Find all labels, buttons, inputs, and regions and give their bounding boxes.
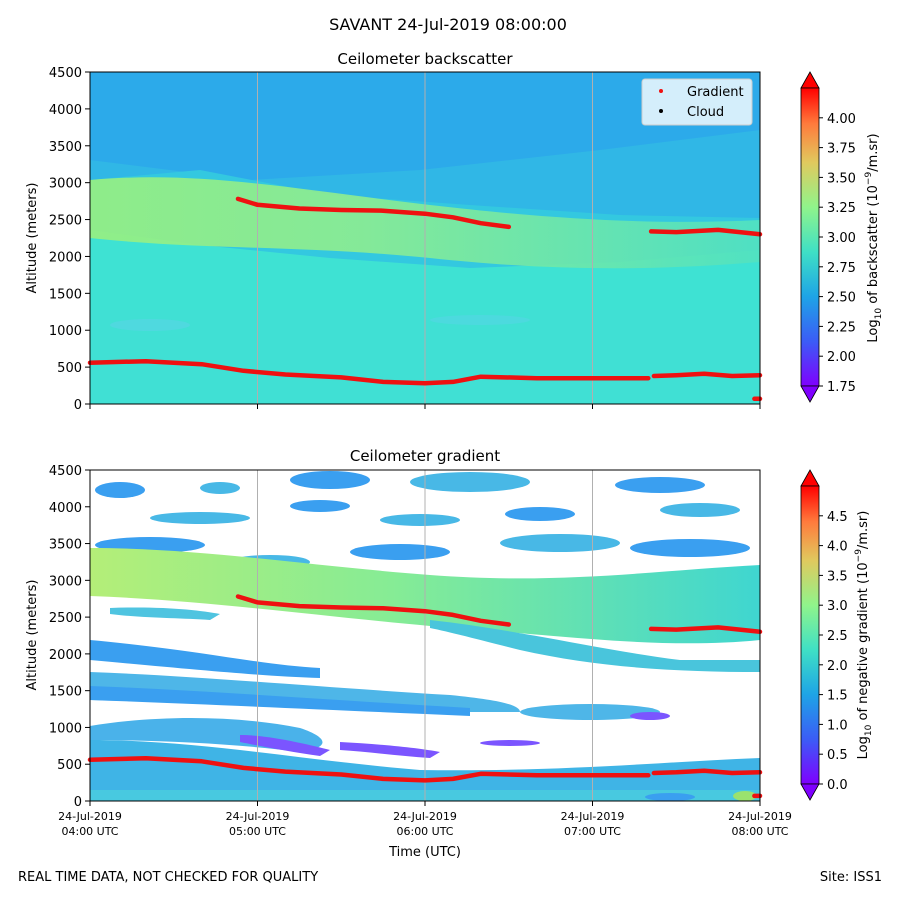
backscatter-colorbar-tick-label: 4.00: [827, 112, 856, 127]
gradient-colorbar-tick-label: 0.0: [827, 778, 848, 793]
backscatter-ytick-label: 0: [74, 398, 82, 413]
backscatter-ylabel: Altitude (meters): [25, 183, 40, 294]
gradient-xtick-label-date: 24-Jul-2019: [393, 810, 457, 823]
legend-gradient-label: Gradient: [687, 85, 744, 100]
backscatter-colorbar-ticks: 1.75 2.00 2.25 2.50 2.75 3.00 3.25 3.50 3.75 4.00: [819, 112, 856, 395]
backscatter-colorbar-tick-label: 3.50: [827, 171, 856, 186]
gradient-xlabel: Time (UTC): [388, 845, 461, 860]
backscatter-panel: Ceilometer backscatter 0 500 1000 1500 2000 2…: [25, 50, 884, 413]
gradient-panel: Ceilometer gradient: [25, 447, 874, 860]
footer-disclaimer: REAL TIME DATA, NOT CHECKED FOR QUALITY: [18, 870, 319, 885]
gradient-colorbar-tick-label: 3.5: [827, 569, 848, 584]
backscatter-ytick-label: 2000: [49, 250, 82, 265]
gradient-ytick-label: 2000: [49, 648, 82, 663]
gradient-xtick-label-time: 08:00 UTC: [731, 825, 788, 838]
backscatter-xgrid: [257, 72, 593, 404]
backscatter-colorbar: 1.75 2.00 2.25 2.50 2.75 3.00 3.25 3.50 3.75 4.00…: [800, 71, 884, 403]
gradient-colorbar-tick-label: 4.0: [827, 540, 848, 555]
footer-site: Site: ISS1: [819, 870, 882, 885]
figure-title: SAVANT 24-Jul-2019 08:00:00: [329, 15, 567, 34]
gradient-xtick-label-time: 04:00 UTC: [61, 825, 118, 838]
gradient-colorbar-tick-label: 3.0: [827, 599, 848, 614]
gradient-xtick-label-date: 24-Jul-2019: [728, 810, 792, 823]
backscatter-y-axis: 0 500 1000 1500 2000 2500 3000 3500 4000 4500: [49, 66, 90, 413]
gradient-xtick-label-time: 05:00 UTC: [229, 825, 286, 838]
gradient-xtick-label-date: 24-Jul-2019: [58, 810, 122, 823]
backscatter-ytick-label: 4500: [49, 66, 82, 81]
gradient-x-axis: 24-Jul-2019 04:00 UTC 24-Jul-2019 05:00 UTC…: [58, 801, 792, 838]
gradient-gradient-line: [235, 594, 512, 627]
backscatter-colorbar-tick-label: 2.25: [827, 320, 856, 335]
backscatter-colorbar-tick-label: 3.25: [827, 201, 856, 216]
backscatter-x-axis: [89, 404, 761, 409]
gradient-ytick-label: 2500: [49, 611, 82, 626]
gradient-xtick-label-time: 07:00 UTC: [564, 825, 621, 838]
backscatter-ytick-label: 2500: [49, 214, 82, 229]
gradient-xtick-label-time: 06:00 UTC: [396, 825, 453, 838]
backscatter-ytick-label: 3500: [49, 140, 82, 155]
gradient-gradient-line: [87, 756, 651, 783]
legend-cloud-marker: [659, 109, 663, 113]
gradient-colorbar: 0.0 0.5 1.0 1.5 2.0 2.5 3.0 3.5 4.0 4.5 Log10 of …: [800, 469, 874, 801]
backscatter-gradient-line: [648, 227, 763, 237]
gradient-ylabel: Altitude (meters): [25, 580, 40, 691]
gradient-colorbar-label: Log10 of negative gradient (10−9/m.sr): [854, 511, 874, 760]
backscatter-ytick-label: 3000: [49, 177, 82, 192]
legend-gradient-marker: [659, 89, 663, 93]
gradient-colorbar-tick-label: 1.5: [827, 689, 848, 704]
legend-cloud-label: Cloud: [687, 105, 724, 120]
gradient-colorbar-ticks: 0.0 0.5 1.0 1.5 2.0 2.5 3.0 3.5 4.0 4.5: [819, 510, 848, 793]
backscatter-gradient-line: [235, 196, 512, 230]
backscatter-colorbar-tick-label: 3.75: [827, 142, 856, 157]
backscatter-ytick-label: 1500: [49, 287, 82, 302]
legend: Gradient Cloud: [641, 78, 753, 126]
backscatter-gradient-line: [87, 358, 651, 386]
gradient-gradient-line: [648, 625, 763, 635]
gradient-ytick-label: 4500: [49, 464, 82, 479]
backscatter-colorbar-tick-label: 1.75: [827, 380, 856, 395]
backscatter-ytick-label: 1000: [49, 324, 82, 339]
gradient-ytick-label: 1500: [49, 685, 82, 700]
gradient-ytick-label: 4000: [49, 501, 82, 516]
gradient-colorbar-tick-label: 4.5: [827, 510, 848, 525]
backscatter-colorbar-tick-label: 2.50: [827, 291, 856, 306]
gradient-xtick-label-date: 24-Jul-2019: [226, 810, 290, 823]
gradient-title: Ceilometer gradient: [350, 447, 500, 465]
gradient-ytick-label: 1000: [49, 721, 82, 736]
gradient-colorbar-tick-label: 0.5: [827, 748, 848, 763]
backscatter-colorbar-tick-label: 2.75: [827, 261, 856, 276]
gradient-ytick-label: 3000: [49, 574, 82, 589]
gradient-ytick-label: 500: [57, 758, 82, 773]
backscatter-title: Ceilometer backscatter: [337, 50, 513, 68]
backscatter-colorbar-label: Log10 of backscatter (10−9/m.sr): [864, 133, 884, 342]
backscatter-ytick-label: 4000: [49, 103, 82, 118]
gradient-xtick-label-date: 24-Jul-2019: [561, 810, 625, 823]
gradient-xgrid: [257, 470, 593, 801]
gradient-ytick-label: 0: [74, 795, 82, 810]
backscatter-colorbar-tick-label: 2.00: [827, 350, 856, 365]
gradient-y-axis: 0 500 1000 1500 2000 2500 3000 3500 4000 4500: [49, 464, 90, 810]
gradient-ytick-label: 3500: [49, 538, 82, 553]
gradient-colorbar-tick-label: 2.0: [827, 659, 848, 674]
gradient-gradient-series: [87, 594, 763, 799]
backscatter-colorbar-tick-label: 3.00: [827, 231, 856, 246]
gradient-colorbar-tick-label: 1.0: [827, 718, 848, 733]
backscatter-ytick-label: 500: [57, 361, 82, 376]
gradient-colorbar-tick-label: 2.5: [827, 629, 848, 644]
backscatter-gradient-series: [87, 196, 763, 402]
backscatter-gradient-line: [651, 371, 763, 379]
gradient-gradient-line: [651, 768, 763, 776]
